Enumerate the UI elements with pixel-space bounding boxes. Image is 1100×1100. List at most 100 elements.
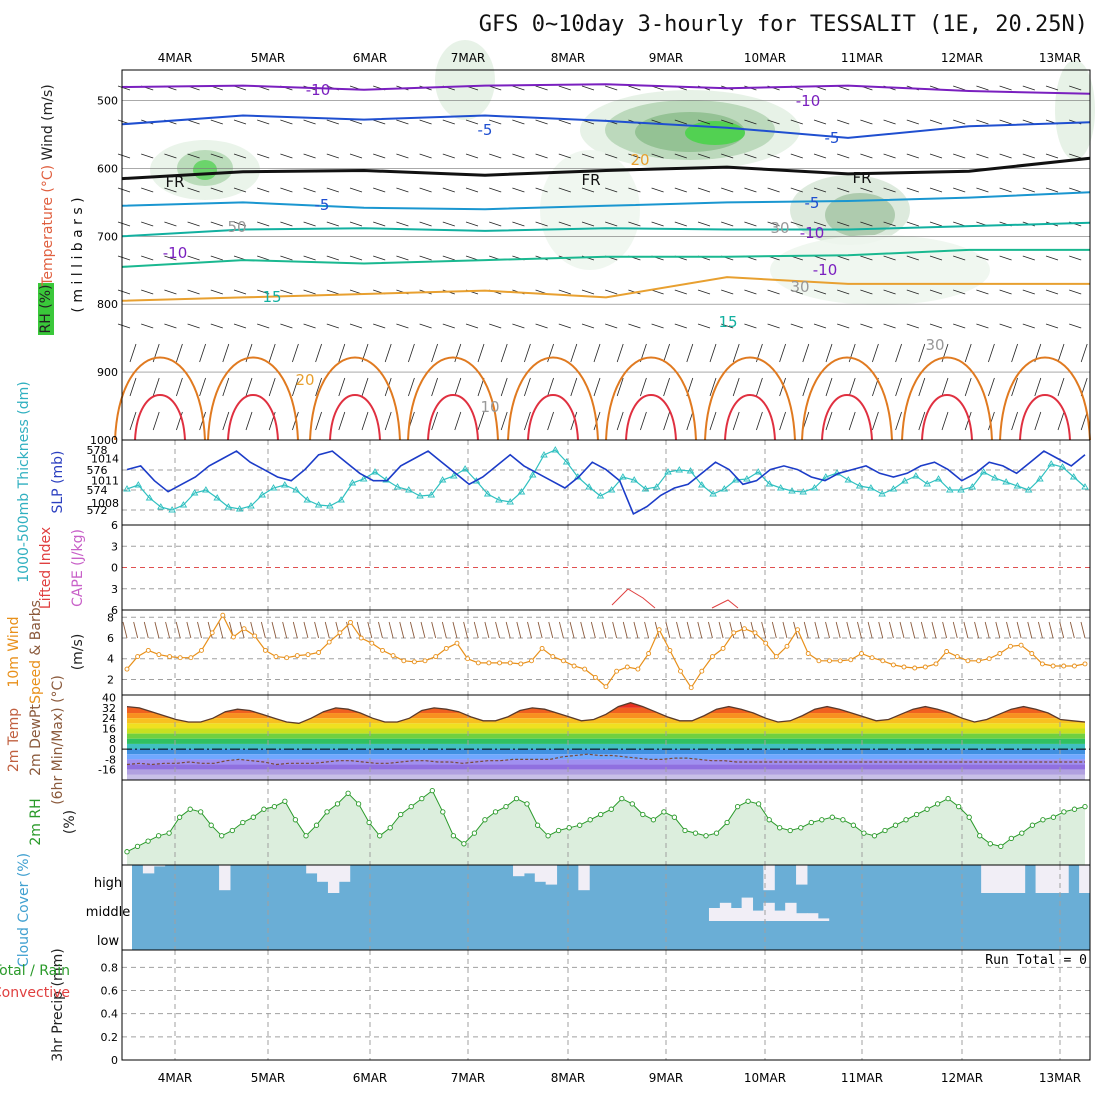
wind-barb [663, 411, 670, 431]
wind-barb [837, 255, 850, 261]
wind-barb [605, 323, 618, 329]
thickness-marker [1024, 486, 1033, 493]
wind-barb [373, 119, 386, 125]
thickness-marker [1047, 460, 1055, 467]
wind-barb [500, 411, 508, 431]
wind-barb [396, 153, 409, 159]
contour-label: -10 [306, 81, 331, 99]
rh-point [366, 819, 372, 826]
wind-speed-point [678, 668, 683, 674]
wind-speed-point [433, 654, 439, 660]
rh-point [324, 809, 330, 815]
wind-barb [535, 221, 548, 227]
temp-contour [121, 221, 1091, 238]
wind-barb [825, 411, 833, 431]
contour-label: 30 [790, 278, 809, 296]
wind-barb [349, 255, 363, 261]
rh-point [471, 830, 478, 836]
wind-barb [233, 187, 247, 193]
thickness-marker [889, 485, 898, 492]
cloud-mid-clear [752, 910, 764, 921]
wind-barb [906, 119, 919, 125]
rh-point [377, 833, 383, 839]
wind-barb [767, 289, 780, 295]
wind-barb [1022, 187, 1035, 193]
wind-barb-10m [825, 621, 830, 639]
wind-barb [373, 221, 386, 227]
thickness-marker [348, 479, 357, 486]
wind-barb [164, 153, 177, 159]
wind-barb [408, 343, 415, 363]
wind-barb-10m [165, 621, 171, 639]
wind-speed-point [220, 612, 226, 618]
wind-ytick: 8 [107, 611, 114, 624]
wind-barb [953, 255, 966, 261]
rh-point [924, 806, 930, 812]
rh-blob [685, 121, 745, 145]
rh-point [229, 827, 235, 834]
rh-point [208, 822, 214, 828]
thickness-marker [540, 451, 548, 458]
rh-point [313, 822, 320, 828]
wind-barb [257, 323, 270, 329]
wind-barb [454, 411, 462, 431]
thickness-marker [371, 468, 379, 475]
rh-point [577, 822, 583, 828]
wind-barb [489, 323, 502, 329]
wind-speed-point [997, 651, 1003, 656]
cloud-high-clear [1079, 865, 1091, 893]
wind-barb-10m [633, 621, 639, 639]
rh-blob [540, 150, 640, 270]
wind-speed-point [901, 664, 907, 670]
thickness-marker [157, 503, 165, 510]
wind-barb [918, 377, 926, 397]
wind-barb [721, 289, 734, 295]
temp-label-3: (6hr Min/Max) (°C) [50, 675, 66, 805]
temp-band [127, 702, 1085, 708]
wind-barb [164, 323, 177, 329]
rh-point [640, 811, 646, 818]
wind-barb-10m [356, 621, 362, 639]
rh-point [124, 849, 130, 855]
cloud-high-clear [1013, 865, 1026, 893]
wind-barb [315, 411, 322, 431]
precip-ytick: 0.6 [101, 985, 119, 998]
ua-rh-label-part: RH (%) [38, 285, 54, 334]
wind-barb [326, 323, 339, 329]
wind-barb-10m [644, 621, 650, 639]
wind-barb [558, 323, 571, 329]
fills-layer [38, 40, 1095, 950]
wind-barb [524, 377, 531, 397]
wind-barb [558, 119, 571, 125]
temp-loop-inner [427, 394, 479, 441]
temp-band [127, 733, 1085, 739]
wind-barb-10m [931, 621, 937, 639]
contour-label: FR [581, 171, 600, 189]
wind-barb [349, 323, 363, 329]
ua-temp-wind-label: Temperature (°C) Wind (m/s) [40, 84, 56, 287]
wind-barb [373, 323, 386, 329]
wind-speed-point [592, 674, 598, 680]
wind-barb [303, 255, 316, 261]
wind-barb [883, 153, 896, 159]
date-label-top: 7MAR [451, 51, 486, 65]
rh-point [608, 806, 614, 812]
wind-barb [326, 289, 339, 295]
wind-barb-10m [558, 621, 564, 639]
wind-barb [906, 289, 919, 295]
wind-speed-point [880, 658, 886, 664]
thickness-marker [1081, 483, 1089, 490]
precip-label: 3hr Precip (mm) [50, 948, 66, 1061]
rh-point [713, 830, 720, 836]
rh-point [1071, 806, 1078, 812]
wind-barb [210, 289, 223, 295]
rh-point [903, 817, 909, 823]
rh-point [303, 833, 309, 839]
li-ytick: 6 [111, 604, 118, 617]
rh-point [777, 825, 783, 831]
rh-point [1019, 830, 1025, 836]
wind-barb [373, 153, 386, 159]
temp-band [127, 769, 1085, 775]
contour-label: 30 [770, 219, 789, 237]
contour-label: -5 [805, 194, 820, 212]
